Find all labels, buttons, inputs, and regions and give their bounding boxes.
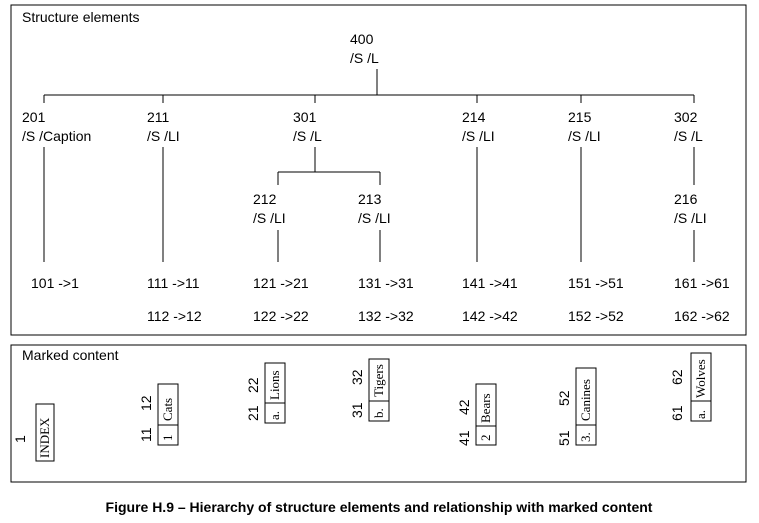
index-text: INDEX — [37, 417, 52, 458]
mapping-152: 152 ->52 — [568, 308, 624, 324]
figure-caption: Figure H.9 – Hierarchy of structure elem… — [106, 499, 653, 515]
mcid-42: 42 — [456, 399, 472, 415]
lions-label: a. — [267, 411, 282, 420]
node-201-id: 201 — [22, 109, 46, 125]
mapping-142: 142 ->42 — [462, 308, 518, 324]
mcid-61: 61 — [669, 405, 685, 421]
structure-panel-title: Structure elements — [22, 9, 140, 25]
mapping-151: 151 ->51 — [568, 275, 624, 291]
mcid-1: 1 — [12, 435, 28, 443]
mapping-101: 101 ->1 — [31, 275, 79, 291]
mcid-31: 31 — [349, 402, 365, 418]
mapping-121: 121 ->21 — [253, 275, 309, 291]
mapping-161: 161 ->61 — [674, 275, 730, 291]
wolves-label: a. — [693, 410, 708, 419]
structure-elements-panel — [10, 4, 747, 336]
node-302-tags: /S /L — [674, 128, 703, 144]
mcid-12: 12 — [138, 395, 154, 411]
mcid-41: 41 — [456, 430, 472, 446]
node-215-id: 215 — [568, 109, 592, 125]
node-302-id: 302 — [674, 109, 698, 125]
root-node-id: 400 — [350, 31, 374, 47]
marked-index: 1 INDEX — [12, 403, 55, 462]
node-213-tags: /S /LI — [358, 210, 391, 226]
node-216-id: 216 — [674, 191, 698, 207]
bears-body: Bears — [478, 393, 493, 423]
marked-wolves: 61 62 Wolves a. — [669, 352, 712, 422]
cats-body: Cats — [160, 398, 175, 421]
tigers-label-box — [368, 400, 390, 422]
node-211-tags: /S /LI — [147, 128, 180, 144]
node-215-tags: /S /LI — [568, 128, 601, 144]
index-box — [35, 403, 55, 462]
mcid-11: 11 — [138, 427, 154, 442]
mapping-162: 162 ->62 — [674, 308, 730, 324]
mcid-62: 62 — [669, 369, 685, 385]
lions-body: Lions — [267, 370, 282, 400]
marked-lions: 21 22 Lions a. — [245, 362, 286, 424]
marked-cats: 11 12 Cats 1 — [138, 383, 179, 446]
marked-tigers: 31 32 Tigers b. — [349, 358, 390, 422]
cats-label: 1 — [160, 435, 175, 442]
wolves-label-box — [690, 400, 712, 422]
node-212-id: 212 — [253, 191, 277, 207]
root-node-tags: /S /L — [350, 50, 379, 66]
bears-label: 2 — [478, 435, 493, 442]
marked-bears: 41 42 Bears 2 — [456, 383, 497, 446]
lions-label-box — [264, 402, 286, 424]
node-214-id: 214 — [462, 109, 486, 125]
mapping-141: 141 ->41 — [462, 275, 518, 291]
node-301-tags: /S /L — [293, 128, 322, 144]
tigers-label: b. — [371, 408, 386, 418]
marked-canines: 51 52 Canines 3. — [556, 367, 597, 446]
mapping-112: 112 ->12 — [147, 308, 202, 324]
node-216-tags: /S /LI — [674, 210, 707, 226]
mapping-111: 111 ->11 — [147, 275, 200, 291]
tree-connectors — [43, 69, 695, 262]
mcid-51: 51 — [556, 430, 572, 446]
cats-label-box — [157, 424, 179, 446]
marked-panel-title: Marked content — [22, 347, 119, 363]
canines-body: Canines — [578, 379, 593, 421]
node-201-tags: /S /Caption — [22, 128, 91, 144]
wolves-body: Wolves — [693, 359, 708, 398]
tigers-body: Tigers — [371, 364, 386, 397]
node-301-id: 301 — [293, 109, 317, 125]
node-211-id: 211 — [147, 109, 170, 125]
marked-content-panel — [10, 344, 747, 483]
mapping-122: 122 ->22 — [253, 308, 309, 324]
bears-label-box — [475, 425, 497, 446]
node-214-tags: /S /LI — [462, 128, 495, 144]
canines-label: 3. — [578, 432, 593, 442]
mapping-132: 132 ->32 — [358, 308, 414, 324]
mcid-32: 32 — [349, 369, 365, 385]
mcid-21: 21 — [245, 405, 261, 421]
canines-label-box — [575, 424, 597, 446]
node-213-id: 213 — [358, 191, 382, 207]
mapping-131: 131 ->31 — [358, 275, 414, 291]
mcid-52: 52 — [556, 390, 572, 406]
node-212-tags: /S /LI — [253, 210, 286, 226]
mcid-22: 22 — [245, 377, 261, 393]
